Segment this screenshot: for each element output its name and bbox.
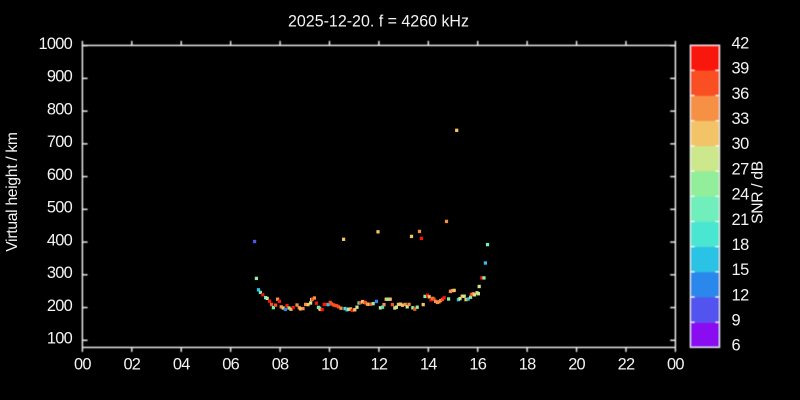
svg-text:500: 500 — [47, 199, 73, 217]
svg-text:200: 200 — [47, 297, 73, 315]
svg-text:24: 24 — [732, 186, 750, 204]
svg-text:20: 20 — [568, 356, 585, 374]
svg-text:16: 16 — [469, 356, 486, 374]
svg-text:22: 22 — [618, 356, 635, 374]
svg-text:12: 12 — [371, 356, 388, 374]
svg-text:10: 10 — [321, 356, 338, 374]
svg-text:15: 15 — [732, 261, 750, 279]
svg-text:00: 00 — [667, 356, 684, 374]
svg-text:18: 18 — [519, 356, 536, 374]
svg-text:300: 300 — [47, 264, 73, 282]
svg-text:04: 04 — [173, 356, 190, 374]
svg-text:600: 600 — [47, 166, 73, 184]
svg-text:36: 36 — [732, 85, 750, 103]
svg-text:30: 30 — [732, 135, 750, 153]
svg-text:800: 800 — [47, 100, 73, 118]
svg-text:900: 900 — [47, 68, 73, 86]
svg-text:00: 00 — [74, 356, 91, 374]
svg-text:1000: 1000 — [39, 35, 73, 53]
svg-text:39: 39 — [732, 60, 750, 78]
svg-text:Virtual height / km: Virtual height / km — [4, 132, 21, 252]
svg-text:18: 18 — [732, 236, 750, 254]
svg-text:9: 9 — [732, 312, 741, 330]
svg-text:700: 700 — [47, 133, 73, 151]
svg-text:SNR / dB: SNR / dB — [749, 161, 766, 224]
svg-text:400: 400 — [47, 231, 73, 249]
svg-text:2025-12-20. f = 4260 kHz: 2025-12-20. f = 4260 kHz — [288, 13, 469, 31]
svg-text:06: 06 — [222, 356, 239, 374]
svg-text:02: 02 — [123, 356, 140, 374]
svg-text:100: 100 — [47, 330, 73, 348]
svg-text:08: 08 — [272, 356, 289, 374]
svg-text:42: 42 — [732, 35, 750, 53]
svg-text:27: 27 — [732, 160, 750, 178]
svg-text:33: 33 — [732, 110, 750, 128]
svg-text:6: 6 — [732, 337, 741, 355]
svg-text:21: 21 — [732, 211, 750, 229]
svg-text:12: 12 — [732, 286, 750, 304]
svg-text:14: 14 — [420, 356, 437, 374]
